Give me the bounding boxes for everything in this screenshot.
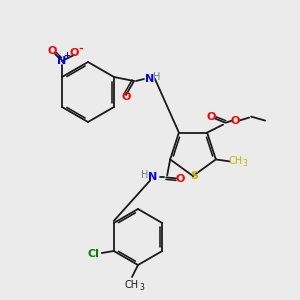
Text: +: +	[64, 50, 70, 59]
Text: H: H	[142, 170, 149, 180]
Text: O: O	[230, 116, 240, 126]
Text: O: O	[206, 112, 216, 122]
Text: N: N	[146, 74, 154, 84]
Text: CH: CH	[229, 156, 243, 167]
Text: Cl: Cl	[88, 249, 100, 259]
Text: S: S	[190, 171, 198, 181]
Text: O: O	[121, 92, 131, 102]
Text: 3: 3	[140, 283, 144, 292]
Text: H: H	[153, 72, 161, 82]
Text: -: -	[79, 44, 83, 54]
Text: N: N	[148, 172, 157, 182]
Text: CH: CH	[125, 280, 139, 290]
Text: O: O	[176, 174, 185, 184]
Text: O: O	[47, 46, 57, 56]
Text: N: N	[57, 56, 67, 66]
Text: 3: 3	[242, 159, 247, 168]
Text: O: O	[69, 48, 79, 58]
